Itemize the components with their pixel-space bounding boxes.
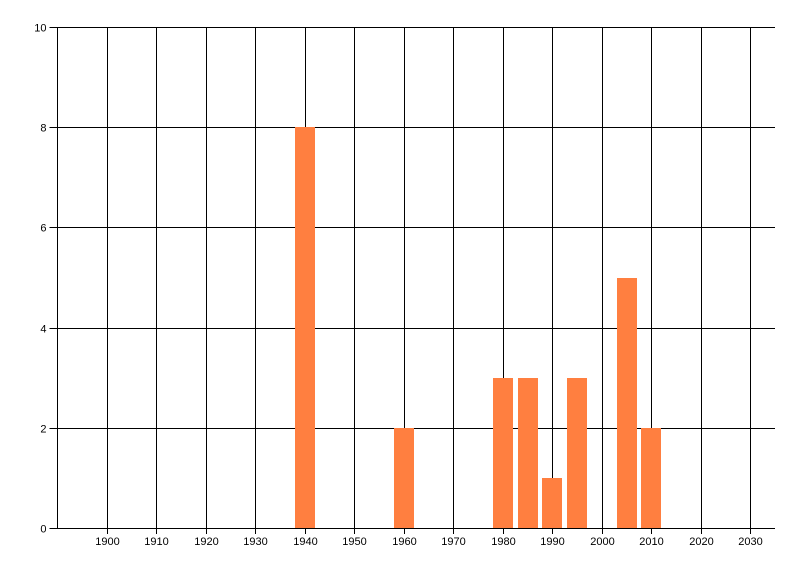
x-tick-label: 1900 xyxy=(95,536,119,548)
x-tick-label: 1960 xyxy=(392,536,416,548)
x-tick-label: 1910 xyxy=(144,536,168,548)
y-tick-label: 8 xyxy=(40,123,46,135)
y-tick-label: 2 xyxy=(40,424,46,436)
axes xyxy=(57,27,775,529)
x-tick-label: 1940 xyxy=(293,536,317,548)
bars xyxy=(295,127,661,529)
bar-2010 xyxy=(641,428,661,528)
bar-1995 xyxy=(567,378,587,528)
gridlines xyxy=(49,27,775,534)
bar-1990 xyxy=(542,478,562,528)
x-tick-label: 1970 xyxy=(441,536,465,548)
y-tick-label: 0 xyxy=(40,524,46,536)
y-tick-label: 6 xyxy=(40,223,46,235)
x-tick-label: 1980 xyxy=(491,536,515,548)
x-tick-label: 2000 xyxy=(590,536,614,548)
x-tick-label: 2010 xyxy=(639,536,663,548)
bar-1960 xyxy=(394,428,414,528)
y-tick-label: 4 xyxy=(40,324,46,336)
x-tick-label: 1920 xyxy=(194,536,218,548)
y-axis-ticks: 0 2 4 6 8 10 xyxy=(34,23,46,536)
y-tick-label: 10 xyxy=(34,23,46,35)
x-tick-label: 2030 xyxy=(738,536,762,548)
x-axis-ticks: 1900 1910 1920 1930 1940 1950 1960 1970 1980 1990… xyxy=(95,536,762,548)
x-tick-label: 2020 xyxy=(689,536,713,548)
x-tick-label: 1950 xyxy=(342,536,366,548)
bar-1980 xyxy=(493,378,513,528)
bar-2005 xyxy=(617,278,637,529)
bar-1985 xyxy=(518,378,538,528)
x-tick-label: 1930 xyxy=(243,536,267,548)
x-tick-label: 1990 xyxy=(540,536,564,548)
bar-1940 xyxy=(295,127,315,528)
